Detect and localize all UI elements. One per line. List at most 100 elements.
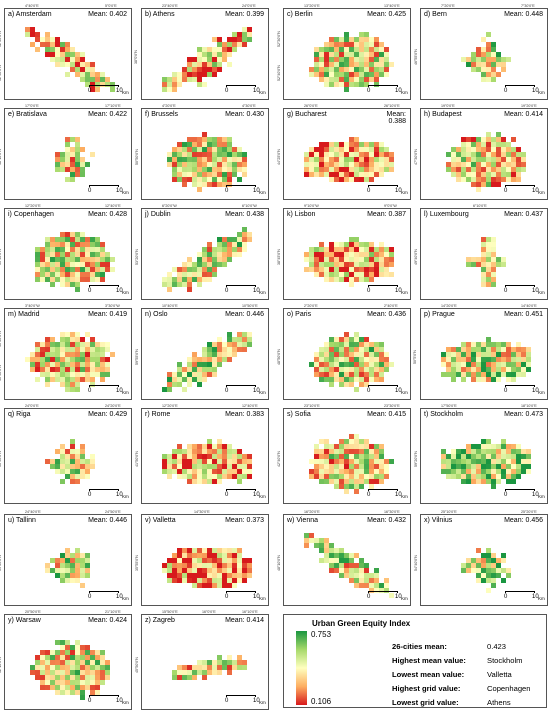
grid-cell (237, 655, 242, 660)
grid-cell (359, 372, 364, 377)
grid-cell (80, 67, 85, 72)
grid-cell (85, 82, 90, 87)
grid-cell (80, 454, 85, 459)
grid-cell (481, 282, 486, 287)
grid-cell (65, 563, 70, 568)
grid-cell (521, 362, 526, 367)
city-grid-map (441, 337, 531, 382)
grid-cell (242, 459, 247, 464)
grid-cell (369, 247, 374, 252)
grid-cell (334, 162, 339, 167)
grid-cell (172, 167, 177, 172)
grid-cell (329, 382, 334, 387)
grid-cell (521, 357, 526, 362)
grid-cell (85, 352, 90, 357)
grid-cell (506, 357, 511, 362)
grid-cell (80, 167, 85, 172)
longitude-tick: 7°20'0"E (441, 4, 455, 8)
grid-cell (334, 262, 339, 267)
grid-cell (486, 553, 491, 558)
grid-cell (187, 162, 192, 167)
grid-cell (451, 357, 456, 362)
grid-cell (319, 538, 324, 543)
grid-cell (35, 32, 40, 37)
grid-cell (324, 377, 329, 382)
grid-cell (441, 469, 446, 474)
grid-cell (314, 464, 319, 469)
grid-cell (511, 372, 516, 377)
grid-cell (75, 242, 80, 247)
grid-cell (55, 558, 60, 563)
grid-cell (75, 362, 80, 367)
grid-cell (192, 367, 197, 372)
grid-cell (197, 449, 202, 454)
grid-cell (491, 142, 496, 147)
grid-cell (75, 357, 80, 362)
grid-cell (314, 454, 319, 459)
grid-cell (30, 42, 35, 47)
grid-cell (212, 568, 217, 573)
grid-cell (501, 372, 506, 377)
grid-cell (359, 77, 364, 82)
grid-cell (354, 357, 359, 362)
grid-cell (334, 464, 339, 469)
grid-cell (202, 162, 207, 167)
grid-cell (50, 558, 55, 563)
grid-cell (369, 272, 374, 277)
grid-cell (60, 382, 65, 387)
grid-cell (70, 57, 75, 62)
grid-cell (349, 563, 354, 568)
grid-cell (65, 685, 70, 690)
city-map-panel: w) Vienna Mean: 0.432 16°20'0"E 16°30'0"E 48… (277, 510, 411, 606)
grid-cell (25, 32, 30, 37)
grid-cell (172, 147, 177, 152)
grid-cell (85, 573, 90, 578)
grid-cell (354, 82, 359, 87)
grid-cell (501, 357, 506, 362)
grid-cell (207, 172, 212, 177)
grid-cell (344, 142, 349, 147)
grid-cell (192, 152, 197, 157)
grid-cell (319, 77, 324, 82)
grid-cell (177, 573, 182, 578)
grid-cell (496, 558, 501, 563)
grid-cell (511, 362, 516, 367)
grid-cell (202, 62, 207, 67)
grid-cell (90, 680, 95, 685)
grid-cell (506, 573, 511, 578)
grid-cell (441, 352, 446, 357)
grid-cell (207, 362, 212, 367)
grid-cell (354, 474, 359, 479)
grid-cell (182, 377, 187, 382)
grid-cell (50, 675, 55, 680)
grid-cell (217, 558, 222, 563)
grid-cell (192, 277, 197, 282)
grid-cell (471, 157, 476, 162)
grid-cell (65, 690, 70, 695)
grid-cell (476, 578, 481, 583)
grid-cell (344, 352, 349, 357)
grid-cell (491, 52, 496, 57)
grid-cell (60, 469, 65, 474)
grid-cell (85, 568, 90, 573)
longitude-tick: 6°20'0"W (162, 204, 177, 208)
grid-cell (192, 357, 197, 362)
grid-cell (354, 377, 359, 382)
grid-cell (384, 52, 389, 57)
grid-cell (496, 479, 501, 484)
city-mean-value: Mean: 0.422 (88, 111, 127, 118)
grid-cell (167, 162, 172, 167)
grid-cell (309, 262, 314, 267)
grid-cell (511, 347, 516, 352)
grid-cell (451, 167, 456, 172)
grid-cell (212, 182, 217, 187)
grid-cell (95, 650, 100, 655)
grid-cell (60, 563, 65, 568)
grid-cell (182, 665, 187, 670)
grid-cell (359, 347, 364, 352)
city-mean-value: Mean: 0.387 (367, 211, 406, 218)
grid-cell (319, 469, 324, 474)
grid-cell (481, 454, 486, 459)
grid-cell (491, 157, 496, 162)
grid-cell (95, 357, 100, 362)
